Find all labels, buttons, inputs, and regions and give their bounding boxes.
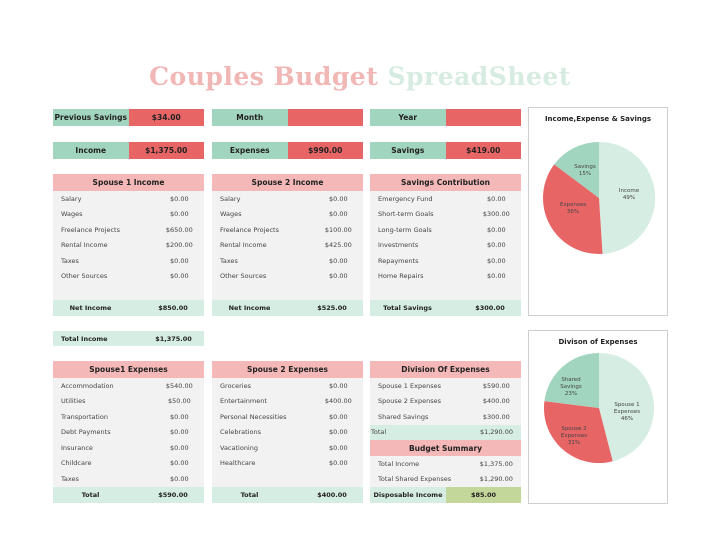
table-row: Entertainment $400.00	[220, 397, 352, 406]
svg-text:Expenses: Expenses	[561, 433, 587, 439]
spouse1-expenses-panel: Spouse1 Expenses Accommodation $540.00 Ut…	[53, 361, 204, 503]
svg-text:Savings: Savings	[560, 384, 582, 390]
total-row: Total $400.00	[212, 487, 363, 503]
table-row: Emergency Fund $0.00	[378, 194, 506, 203]
table-row: Salary $0.00	[61, 194, 189, 203]
table-row: Salary $0.00	[220, 194, 348, 203]
svg-text:Savings: Savings	[574, 164, 596, 170]
pie-chart: Income 49% Expenses 36% Savings 15%	[542, 141, 656, 255]
kpi-expenses: Expenses $990.00	[212, 142, 363, 159]
table-row: Wages $0.00	[61, 210, 189, 219]
table-row: Other Sources $0.00	[220, 272, 348, 281]
table-row: Transportation $0.00	[61, 412, 189, 421]
table-row: Childcare $0.00	[61, 459, 189, 468]
savings-contribution-panel: Savings Contribution Emergency Fund $0.00…	[370, 174, 521, 316]
svg-text:Income: Income	[619, 188, 640, 194]
pie-slice-shared-savings	[544, 353, 599, 408]
pie-slice-income	[599, 141, 656, 254]
total-income-row: Total Income $1,375.00	[53, 331, 204, 346]
table-row: Debt Payments $0.00	[61, 428, 189, 437]
pie-slice-spouse2	[543, 401, 613, 464]
kpi-savings: Savings $419.00	[370, 142, 521, 159]
previous-savings-value[interactable]: $34.00	[128, 109, 204, 126]
table-row: Personal Necessities $0.00	[220, 412, 348, 421]
svg-text:Expenses: Expenses	[560, 202, 586, 208]
spouse1-income-panel: Spouse 1 Income Salary $0.00 Wages $0.00 F…	[53, 174, 204, 316]
table-row: Taxes $0.00	[61, 256, 189, 265]
svg-text:Spouse 1: Spouse 1	[614, 402, 639, 408]
table-row: Short-term Goals $300.00	[378, 210, 510, 219]
month-value[interactable]	[287, 109, 363, 126]
table-row: Utilities $50.00	[61, 397, 191, 406]
svg-text:23%: 23%	[565, 391, 577, 397]
svg-text:46%: 46%	[621, 416, 633, 422]
table-row: Groceries $0.00	[220, 381, 348, 390]
division-total-row: Total $1,290.00	[370, 424, 521, 440]
table-row: Total Shared Expenses $1,290.00	[378, 475, 513, 484]
table-row: Healthcare $0.00	[220, 459, 348, 468]
pie-chart: Spouse 1 Expenses 46% Spouse 2 Expenses …	[543, 352, 655, 464]
table-row: Taxes $0.00	[61, 474, 189, 483]
table-row: Repayments $0.00	[378, 256, 506, 265]
spouse2-expenses-panel: Spouse 2 Expenses Groceries $0.00 Enterta…	[212, 361, 363, 503]
svg-text:Shared: Shared	[561, 377, 580, 383]
net-income-row: Net Income $850.00	[53, 300, 204, 316]
svg-text:49%: 49%	[623, 195, 635, 201]
year-value[interactable]	[445, 109, 521, 126]
table-row: Insurance $0.00	[61, 443, 189, 452]
table-row: Celebrations $0.00	[220, 428, 348, 437]
net-income-row: Net Income $525.00	[212, 300, 363, 316]
pie-slice-spouse1	[599, 352, 655, 462]
table-row: Vacationing $0.00	[220, 443, 348, 452]
kpi-year: Year	[370, 109, 521, 126]
spouse2-income-panel: Spouse 2 Income Salary $0.00 Wages $0.00 F…	[212, 174, 363, 316]
table-row: Long-term Goals $0.00	[378, 225, 506, 234]
table-row: Freelance Projects $100.00	[220, 225, 352, 234]
table-row: Accommodation $540.00	[61, 381, 193, 390]
table-row: Total Income $1,375.00	[378, 459, 513, 468]
kpi-previous-savings: Previous Savings $34.00	[53, 109, 204, 126]
table-row: Other Sources $0.00	[61, 272, 189, 281]
total-row: Total $590.00	[53, 487, 204, 503]
svg-text:36%: 36%	[567, 209, 579, 215]
pie-slice-savings	[554, 142, 599, 198]
table-row: Wages $0.00	[220, 210, 348, 219]
division-of-expenses-chart: Divison of Expenses Spouse 1 Expenses 46…	[528, 330, 668, 504]
pie-slice-expenses	[542, 164, 603, 255]
table-row: Shared Savings $300.00	[378, 412, 510, 421]
disposable-income-row: Disposable Income $85.00	[370, 487, 521, 503]
income-expense-savings-chart: Income,Expense & Savings Income 49% Expe…	[528, 107, 668, 316]
kpi-income: Income $1,375.00	[53, 142, 204, 159]
table-row: Home Repairs $0.00	[378, 272, 506, 281]
svg-text:Expenses: Expenses	[614, 409, 640, 415]
kpi-month: Month	[212, 109, 363, 126]
division-of-expenses-panel: Division Of Expenses Spouse 1 Expenses $5…	[370, 361, 521, 503]
table-row: Taxes $0.00	[220, 256, 348, 265]
svg-text:31%: 31%	[568, 440, 580, 446]
total-savings-row: Total Savings $300.00	[370, 300, 521, 316]
budget-summary-header: Budget Summary	[370, 440, 521, 456]
page-title: Couples Budget SpreadSheet	[149, 62, 571, 91]
table-row: Spouse 2 Expenses $400.00	[378, 397, 510, 406]
table-row: Investments $0.00	[378, 241, 506, 250]
table-row: Spouse 1 Expenses $590.00	[378, 381, 510, 390]
svg-text:15%: 15%	[579, 171, 591, 177]
table-row: Freelance Projects $650.00	[61, 225, 193, 234]
table-row: Rental Income $200.00	[61, 241, 193, 250]
table-row: Rental Income $425.00	[220, 241, 352, 250]
svg-text:Spouse 2: Spouse 2	[561, 426, 586, 432]
